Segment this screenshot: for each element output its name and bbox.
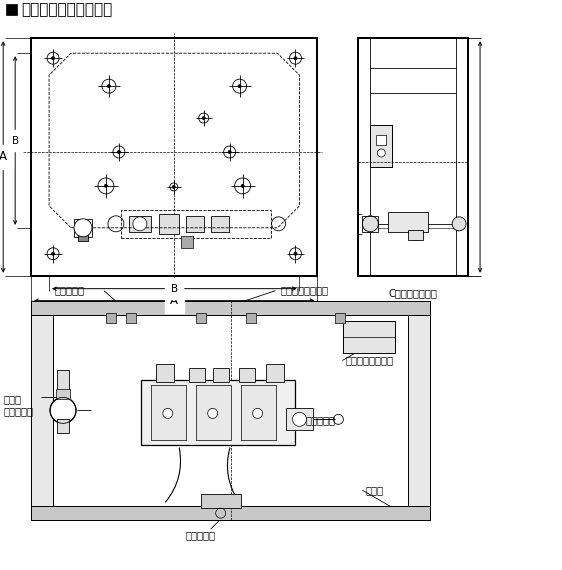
Circle shape bbox=[238, 84, 241, 88]
Bar bbox=[211, 216, 229, 232]
Circle shape bbox=[452, 217, 466, 231]
Circle shape bbox=[241, 185, 244, 188]
Bar bbox=[31, 506, 430, 520]
Bar bbox=[408, 315, 430, 506]
Bar bbox=[196, 312, 206, 323]
Bar bbox=[362, 216, 378, 232]
Bar bbox=[31, 300, 430, 520]
Circle shape bbox=[117, 150, 120, 153]
Circle shape bbox=[252, 408, 262, 418]
Bar bbox=[74, 219, 92, 237]
Bar bbox=[201, 494, 241, 508]
Bar bbox=[186, 216, 203, 232]
Circle shape bbox=[74, 219, 92, 237]
Bar bbox=[336, 312, 346, 323]
Bar bbox=[159, 214, 179, 234]
Text: 可調節
壓差流量器: 可調節 壓差流量器 bbox=[3, 394, 33, 416]
Text: 給氣用接頭: 給氣用接頭 bbox=[306, 416, 336, 425]
Bar bbox=[241, 385, 275, 440]
Text: B: B bbox=[12, 136, 19, 145]
Bar bbox=[196, 385, 230, 440]
Text: 水平調節閥: 水平調節閥 bbox=[54, 286, 84, 296]
Circle shape bbox=[377, 149, 386, 157]
Circle shape bbox=[294, 253, 297, 255]
Bar bbox=[141, 380, 296, 445]
Circle shape bbox=[50, 397, 76, 424]
Circle shape bbox=[208, 408, 217, 418]
Bar bbox=[106, 312, 116, 323]
Bar bbox=[377, 135, 386, 145]
Bar bbox=[31, 315, 53, 506]
Bar bbox=[31, 38, 318, 276]
Text: 被動式除震系統外型圖: 被動式除震系統外型圖 bbox=[21, 2, 112, 17]
Circle shape bbox=[294, 56, 297, 60]
Bar bbox=[266, 364, 283, 382]
Bar bbox=[31, 506, 430, 520]
Bar bbox=[246, 312, 256, 323]
Circle shape bbox=[133, 217, 147, 231]
Circle shape bbox=[107, 84, 110, 88]
Bar bbox=[359, 38, 468, 276]
Text: C（作動時高度）: C（作動時高度） bbox=[389, 288, 438, 299]
Text: 上台面（承載盤）: 上台面（承載盤） bbox=[280, 286, 329, 296]
Circle shape bbox=[52, 253, 55, 255]
Bar bbox=[359, 38, 468, 276]
Text: 排氣用接頭: 排氣用接頭 bbox=[185, 530, 216, 540]
Bar bbox=[6, 5, 17, 15]
Bar bbox=[189, 368, 205, 382]
Circle shape bbox=[52, 56, 55, 60]
Circle shape bbox=[362, 216, 378, 232]
Bar bbox=[408, 315, 430, 506]
Bar bbox=[78, 229, 88, 241]
Bar bbox=[126, 312, 136, 323]
Bar bbox=[370, 125, 392, 167]
Text: A: A bbox=[170, 294, 178, 307]
Bar bbox=[31, 315, 53, 506]
Text: 下底座: 下底座 bbox=[365, 485, 383, 495]
Bar bbox=[388, 212, 428, 232]
Bar bbox=[129, 216, 151, 232]
Bar bbox=[239, 368, 255, 382]
Circle shape bbox=[228, 150, 231, 153]
Bar bbox=[57, 420, 69, 433]
Circle shape bbox=[163, 408, 173, 418]
Bar bbox=[212, 368, 229, 382]
Bar bbox=[57, 370, 69, 390]
Bar bbox=[56, 389, 70, 400]
Bar bbox=[31, 300, 430, 315]
Text: B: B bbox=[171, 284, 178, 294]
Circle shape bbox=[292, 412, 306, 426]
Circle shape bbox=[173, 185, 175, 189]
Bar bbox=[151, 385, 186, 440]
Bar bbox=[370, 125, 392, 167]
Bar bbox=[121, 210, 270, 238]
Bar bbox=[181, 236, 193, 248]
Text: A: A bbox=[0, 150, 7, 164]
Bar bbox=[343, 320, 395, 352]
Bar bbox=[408, 230, 423, 240]
Bar bbox=[31, 300, 430, 315]
Circle shape bbox=[202, 117, 205, 120]
Bar bbox=[156, 364, 174, 382]
Bar bbox=[343, 320, 395, 352]
Bar bbox=[31, 38, 318, 276]
Bar bbox=[285, 408, 314, 430]
Text: 運送時固定用托架: 運送時固定用托架 bbox=[346, 356, 393, 365]
Circle shape bbox=[105, 185, 107, 188]
